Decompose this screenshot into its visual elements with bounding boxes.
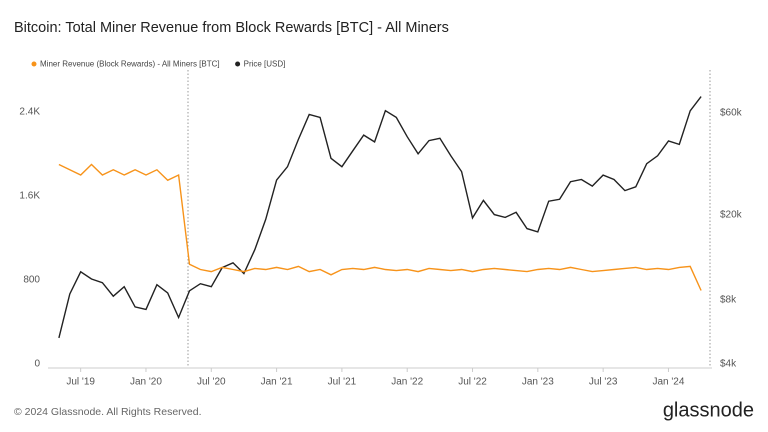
x-tick-label: Jul '23 — [589, 377, 618, 388]
series-line — [58, 96, 702, 339]
x-tick-label: Jan '21 — [261, 377, 293, 388]
brand-logo: glassnode — [663, 399, 754, 421]
chart-title: Bitcoin: Total Miner Revenue from Block … — [14, 20, 449, 36]
legend-label: Price [USD] — [244, 60, 286, 69]
y-tick-label: 1.6K — [19, 191, 40, 202]
footer: © 2024 Glassnode. All Rights Reserved. — [14, 406, 202, 418]
y-tick-label: 800 — [23, 275, 40, 286]
legend-swatch — [31, 61, 37, 67]
x-tick-label: Jul '20 — [197, 377, 226, 388]
y2-tick-label: $4k — [720, 359, 737, 370]
x-tick-label: Jan '23 — [522, 377, 554, 388]
y2-tick-label: $20k — [720, 209, 743, 220]
y2-tick-label: $60k — [720, 107, 743, 118]
legend-swatch — [235, 61, 241, 67]
y2-tick-label: $8k — [720, 294, 737, 305]
x-tick-label: Jul '21 — [328, 377, 357, 388]
legend-label: Miner Revenue (Block Rewards) - All Mine… — [40, 60, 220, 69]
x-tick-label: Jan '20 — [130, 377, 162, 388]
series-line — [58, 163, 702, 291]
x-tick-label: Jul '22 — [458, 377, 487, 388]
x-tick-label: Jul '19 — [66, 377, 95, 388]
x-tick-label: Jan '24 — [652, 377, 684, 388]
y-tick-label: 2.4K — [19, 107, 40, 118]
y-tick-label: 0 — [34, 359, 40, 370]
x-tick-label: Jan '22 — [391, 377, 423, 388]
